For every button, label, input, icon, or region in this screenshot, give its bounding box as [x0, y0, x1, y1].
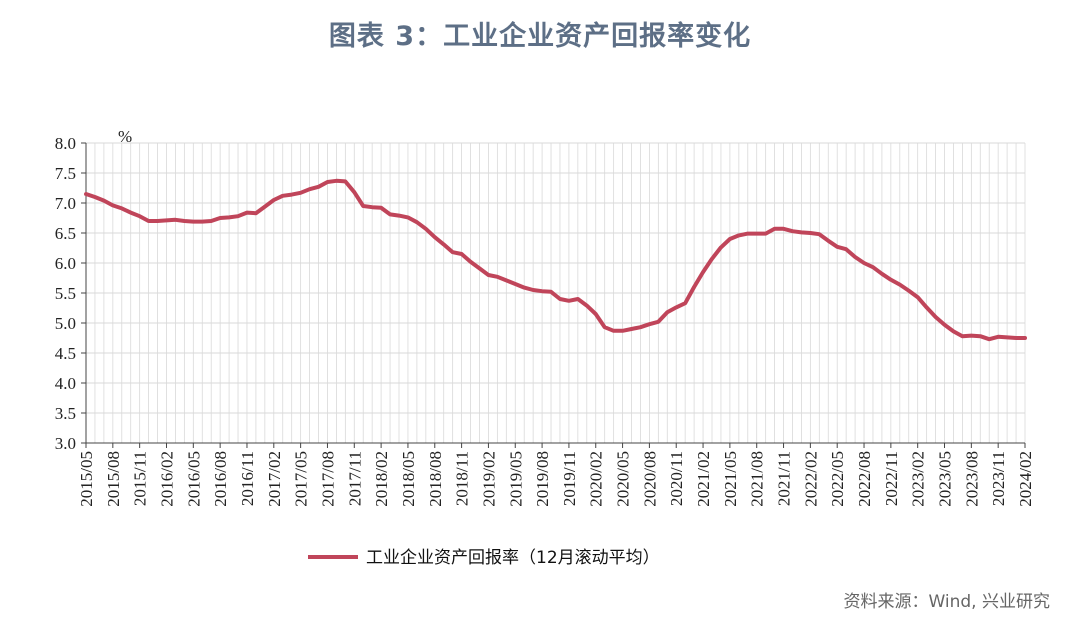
x-tick-label: 2021/05	[721, 451, 740, 507]
x-tick-label: 2017/11	[345, 451, 364, 506]
x-tick-label: 2019/05	[506, 451, 525, 507]
x-tick-label: 2020/11	[667, 451, 686, 506]
x-tick-label: 2016/05	[184, 451, 203, 507]
chart-title: 图表 3：工业企业资产回报率变化	[328, 21, 752, 52]
y-tick-label: 8.0	[55, 134, 76, 153]
y-tick-label: 4.5	[55, 344, 76, 363]
x-tick-label: 2024/02	[1016, 451, 1035, 507]
x-tick-label: 2022/05	[828, 451, 847, 507]
x-tick-label: 2023/02	[909, 451, 928, 507]
x-tick-label: 2023/11	[989, 451, 1008, 506]
x-tick-label: 2022/08	[855, 451, 874, 507]
x-tick-label: 2022/11	[882, 451, 901, 506]
x-tick-label: 2020/05	[614, 451, 633, 507]
x-tick-label: 2022/02	[801, 451, 820, 507]
x-tick-label: 2016/02	[157, 451, 176, 507]
x-tick-label: 2021/08	[748, 451, 767, 507]
y-tick-label: 5.5	[55, 284, 76, 303]
x-tick-label: 2018/05	[399, 451, 418, 507]
x-tick-label: 2015/11	[131, 451, 150, 506]
legend-label: 工业企业资产回报率（12月滚动平均）	[366, 548, 660, 568]
grid-lines	[86, 142, 1026, 443]
y-tick-label: 6.5	[55, 224, 76, 243]
y-tick-label: 4.0	[55, 374, 76, 393]
y-axis-unit-label: %	[118, 127, 132, 146]
x-tick-label: 2023/05	[936, 451, 955, 507]
x-tick-label: 2020/02	[587, 451, 606, 507]
x-tick-label: 2020/08	[640, 451, 659, 507]
y-tick-label: 5.0	[55, 314, 76, 333]
x-tick-label: 2019/11	[560, 451, 579, 506]
x-tick-label: 2018/11	[453, 451, 472, 506]
x-tick-label: 2016/11	[238, 451, 257, 506]
x-tick-label: 2021/02	[694, 451, 713, 507]
x-tick-label: 2018/02	[372, 451, 391, 507]
series-line	[84, 178, 1027, 342]
x-tick-label: 2017/08	[318, 451, 337, 507]
x-tick-label: 2017/05	[292, 451, 311, 507]
x-tick-label: 2015/05	[77, 451, 96, 507]
plot-area	[84, 178, 1027, 342]
x-tick-label: 2017/02	[265, 451, 284, 507]
y-tick-label: 7.5	[55, 164, 76, 183]
x-tick-label: 2023/08	[962, 451, 981, 507]
x-tick-label: 2016/08	[211, 451, 230, 507]
x-tick-label: 2015/08	[104, 451, 123, 507]
y-tick-label: 7.0	[55, 194, 76, 213]
source-note: 资料来源：Wind, 兴业研究	[843, 592, 1050, 612]
y-tick-label: 3.5	[55, 404, 76, 423]
x-tick-label: 2019/02	[479, 451, 498, 507]
y-tick-labels: 3.0 3.5 4.0 4.5 5.0 5.5 6.0 6.5 7.0 7.5 8.0	[55, 134, 76, 453]
y-tick-label: 3.0	[55, 434, 76, 453]
x-tick-label: 2021/11	[775, 451, 794, 506]
x-tick-labels: 2015/05 2015/08 2015/11 2016/02 2016/05 2016/…	[77, 451, 1035, 507]
x-tick-label: 2018/08	[426, 451, 445, 507]
x-tick-label: 2019/08	[533, 451, 552, 507]
legend: 工业企业资产回报率（12月滚动平均）	[308, 548, 660, 568]
y-tick-label: 6.0	[55, 254, 76, 273]
